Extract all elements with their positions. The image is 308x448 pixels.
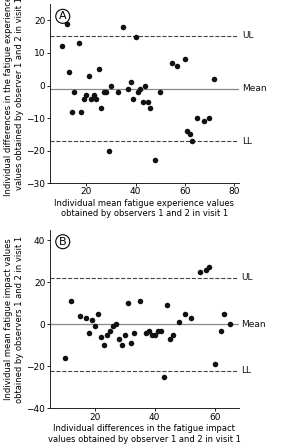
Point [140, 98, 145, 105]
Point [218, 327, 223, 334]
Point [77, 39, 82, 47]
Point [59, 43, 64, 50]
Point [206, 264, 211, 271]
Point [133, 33, 138, 40]
Text: LL: LL [241, 366, 252, 375]
Point [143, 329, 148, 336]
Point [68, 297, 73, 305]
Point [170, 59, 175, 66]
Point [185, 128, 190, 135]
Point [170, 331, 175, 338]
Point [89, 95, 94, 102]
Point [136, 88, 140, 95]
Point [79, 108, 84, 115]
Point [101, 88, 106, 95]
Y-axis label: Individual differences in the fatigue experiences
values obtained by observer 1 : Individual differences in the fatigue ex… [4, 0, 24, 196]
Point [108, 82, 113, 89]
Point [153, 157, 158, 164]
Text: UL: UL [241, 273, 253, 283]
Point [121, 23, 126, 30]
Point [126, 85, 131, 92]
Point [128, 79, 133, 86]
Text: UL: UL [242, 31, 254, 40]
Point [158, 327, 163, 334]
Point [101, 342, 106, 349]
Point [128, 340, 133, 347]
Point [167, 336, 172, 343]
Point [113, 321, 118, 328]
Point [182, 310, 187, 317]
Point [202, 118, 207, 125]
Point [89, 316, 94, 323]
Point [81, 95, 86, 102]
Point [188, 314, 193, 322]
Point [221, 310, 226, 317]
Text: Mean: Mean [242, 84, 267, 93]
Point [155, 327, 160, 334]
Point [131, 329, 136, 336]
Point [161, 373, 166, 380]
Point [207, 114, 212, 121]
Point [182, 56, 187, 63]
Point [190, 137, 195, 144]
Point [212, 361, 217, 368]
Point [164, 302, 169, 309]
Point [95, 310, 100, 317]
Point [119, 342, 124, 349]
Point [152, 331, 157, 338]
Point [98, 333, 103, 340]
Point [146, 327, 151, 334]
Point [83, 314, 88, 322]
Point [107, 327, 112, 334]
X-axis label: Individual differences in the fatigue impact
values obtained by observer 1 and 2: Individual differences in the fatigue im… [48, 424, 241, 444]
Point [86, 329, 91, 336]
Point [131, 95, 136, 102]
Point [77, 312, 82, 319]
Point [64, 20, 69, 27]
Point [148, 105, 153, 112]
Point [116, 88, 121, 95]
Point [187, 131, 192, 138]
Point [158, 88, 163, 95]
Point [212, 75, 217, 82]
Point [227, 321, 232, 328]
Point [99, 105, 103, 112]
Point [62, 354, 67, 362]
Point [72, 88, 77, 95]
Point [143, 82, 148, 89]
Point [175, 62, 180, 69]
Point [91, 92, 96, 99]
Point [92, 323, 97, 330]
Point [125, 300, 130, 307]
Point [122, 331, 127, 338]
Point [138, 85, 143, 92]
Point [145, 98, 150, 105]
Point [96, 66, 101, 73]
Point [86, 72, 91, 79]
Point [197, 268, 202, 275]
Point [106, 147, 111, 154]
Point [195, 114, 200, 121]
Point [110, 323, 115, 330]
Text: A: A [59, 11, 67, 22]
Point [94, 95, 99, 102]
Point [149, 331, 154, 338]
Point [69, 108, 74, 115]
Text: LL: LL [242, 137, 252, 146]
X-axis label: Individual mean fatigue experience values
obtained by observers 1 and 2 in visit: Individual mean fatigue experience value… [54, 199, 234, 219]
Text: Mean: Mean [241, 320, 266, 329]
Point [103, 88, 108, 95]
Point [203, 266, 208, 273]
Point [84, 92, 89, 99]
Point [116, 336, 121, 343]
Point [137, 297, 142, 305]
Y-axis label: Individual mean fatigue impact values
obtained by observers 1 and 2 in visit 1: Individual mean fatigue impact values ob… [4, 236, 24, 403]
Text: B: B [59, 237, 67, 247]
Point [67, 69, 72, 76]
Point [176, 319, 181, 326]
Point [104, 331, 109, 338]
